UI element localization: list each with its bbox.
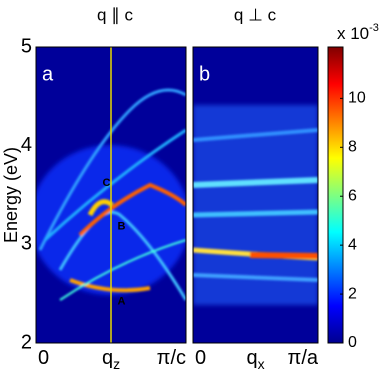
panel-title: q ∥ c — [97, 5, 133, 24]
panel-label: a — [42, 63, 54, 85]
panel-frame — [192, 46, 319, 344]
annotation: A — [118, 295, 126, 307]
y-tick-label: 3 — [21, 233, 32, 255]
colorbar-tick-label: 10 — [348, 90, 366, 107]
panel-label: b — [199, 63, 210, 85]
colorbar-tick-label: 8 — [348, 139, 357, 156]
y-tick-label: 4 — [21, 134, 32, 156]
colorbar-exponent: -3 — [369, 22, 379, 34]
panel-title: q ⊥ c — [234, 5, 277, 24]
colorbar-tick-label: 4 — [348, 236, 357, 253]
x-tick-sub: x — [258, 356, 265, 372]
colorbar-frame — [327, 46, 344, 344]
x-tick-label: π/a — [288, 347, 319, 369]
panel-a-image — [36, 47, 186, 343]
panel-b-image — [193, 47, 318, 343]
x-tick-label: 0 — [195, 347, 206, 369]
x-tick-text: π/c — [157, 347, 186, 369]
annotation: C — [103, 177, 111, 189]
colorbar-label-text: x 10 — [337, 24, 369, 43]
x-tick-sub: z — [113, 356, 120, 372]
panel-frame — [35, 46, 187, 344]
x-tick-label: 0 — [38, 347, 49, 369]
y-tick-label: 5 — [21, 35, 32, 57]
y-tick-label: 2 — [21, 331, 32, 353]
x-tick-text: π/a — [288, 347, 319, 369]
x-tick-text: 0 — [195, 347, 206, 369]
colorbar — [328, 47, 343, 343]
colorbar-tick-label: 2 — [348, 285, 357, 302]
x-tick-label: π/c — [157, 347, 186, 369]
colorbar-tick-label: 6 — [348, 187, 357, 204]
x-tick-label: qz — [102, 347, 120, 371]
colorbar-tick-label: 0 — [348, 334, 357, 351]
x-tick-text: q — [246, 347, 257, 369]
x-tick-label: qx — [246, 347, 264, 371]
x-tick-text: q — [102, 347, 113, 369]
y-axis-label: Energy (eV) — [1, 147, 21, 243]
x-tick-text: 0 — [38, 347, 49, 369]
annotation: B — [118, 220, 126, 232]
colorbar-label: x 10-3 — [337, 22, 379, 44]
